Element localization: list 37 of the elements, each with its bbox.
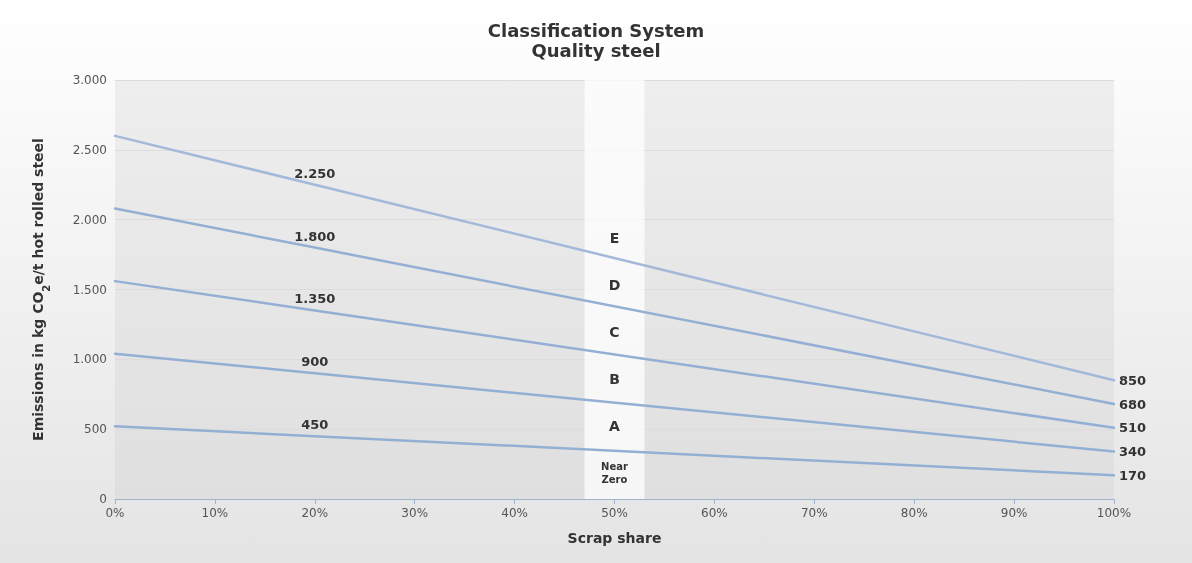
- x-tick-label: 0%: [105, 506, 125, 520]
- x-axis-title: Scrap share: [567, 530, 662, 546]
- data-label: 850: [1119, 372, 1147, 388]
- data-label: 340: [1119, 444, 1147, 460]
- x-tick-label: 100%: [1096, 506, 1132, 520]
- y-tick-label: 2.500: [72, 142, 107, 157]
- y-tick-label: 3.000: [72, 73, 107, 87]
- x-tick-label: 90%: [1000, 506, 1028, 520]
- x-tick-label: 40%: [501, 506, 528, 520]
- y-tick-label: 1.500: [72, 282, 107, 297]
- y-tick-label: 2.000: [72, 212, 107, 227]
- data-label: 170: [1119, 467, 1147, 483]
- annotation: A: [609, 417, 621, 434]
- annotation: D: [608, 276, 621, 293]
- data-label: 450: [301, 417, 329, 433]
- x-tick-label: 70%: [800, 506, 828, 520]
- x-tick-label: 20%: [301, 506, 329, 520]
- data-label: 510: [1119, 420, 1147, 436]
- y-tick-label: 500: [84, 422, 107, 437]
- x-tick-label: 80%: [900, 506, 928, 520]
- x-tick-label: 60%: [701, 506, 728, 520]
- annotation: C: [609, 323, 620, 340]
- data-label: 1.800: [294, 228, 336, 244]
- chart-title: Classification System: [487, 19, 705, 41]
- annotation: E: [609, 229, 620, 246]
- x-tick-label: 30%: [401, 506, 429, 520]
- data-label: 2.250: [294, 165, 336, 181]
- data-label: 1.350: [294, 291, 336, 307]
- annotation: Near Zero: [601, 460, 628, 485]
- x-tick-label: 10%: [201, 506, 229, 520]
- y-tick-label: 0: [99, 492, 107, 506]
- x-tick-label: 50%: [601, 506, 628, 520]
- y-axis-title: Emissions in kg CO2e/t hot rolled steel: [30, 138, 52, 441]
- y-tick-label: 1.000: [72, 352, 107, 367]
- annotation: B: [609, 370, 620, 387]
- data-label: 900: [301, 354, 329, 370]
- data-label: 680: [1119, 396, 1147, 412]
